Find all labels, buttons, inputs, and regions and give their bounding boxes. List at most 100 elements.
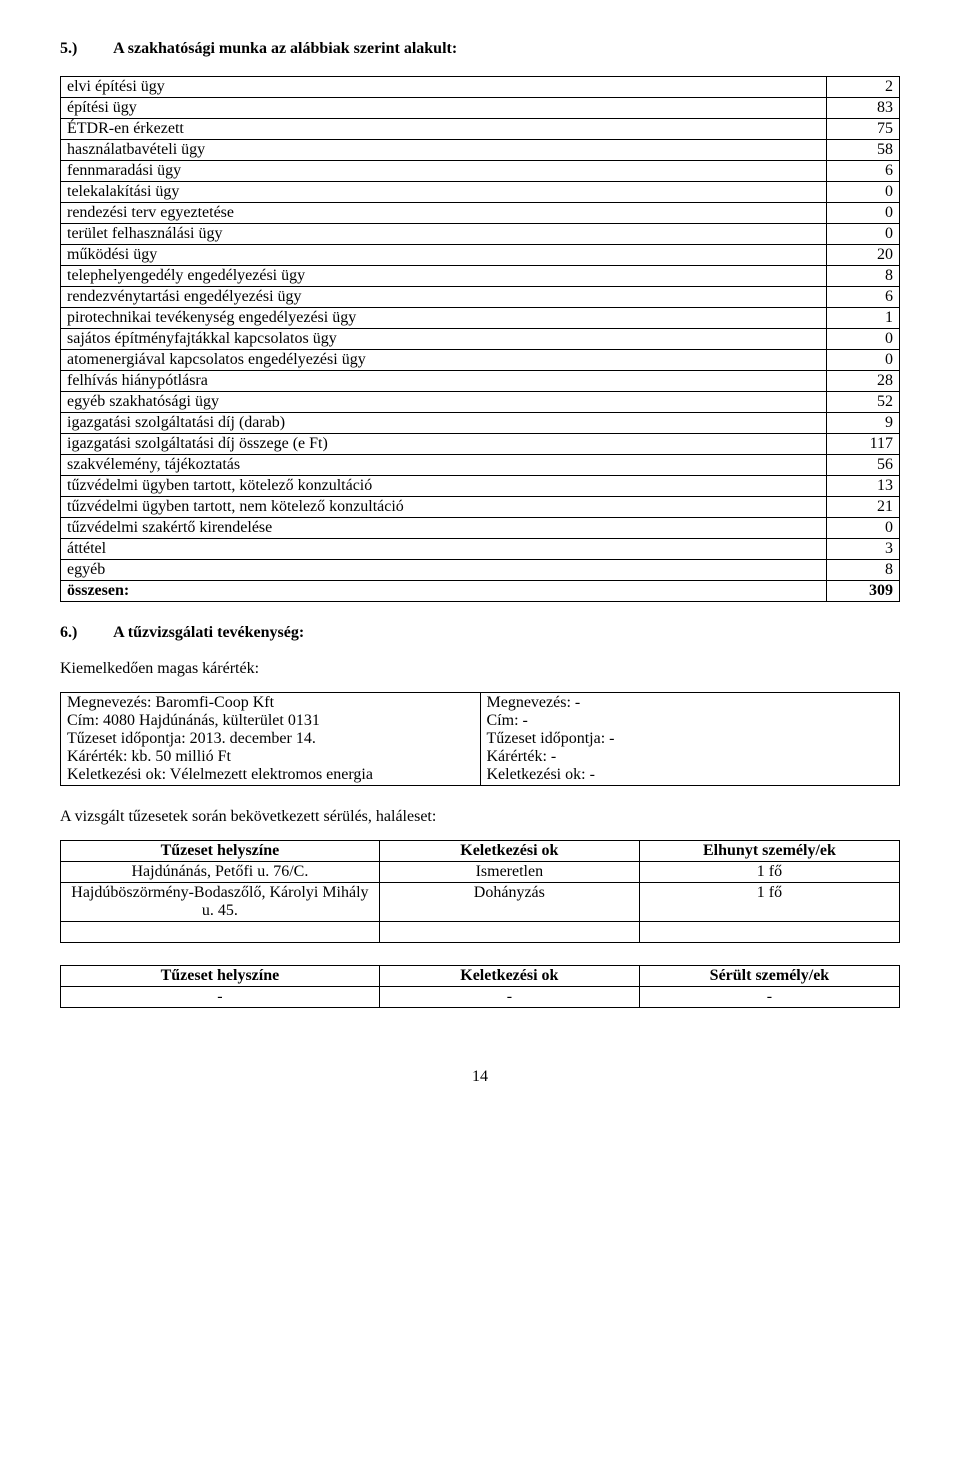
row-value: 8 — [827, 266, 900, 287]
table-header-row: Tűzeset helyszíneKeletkezési okElhunyt s… — [61, 841, 900, 862]
row-label: telephelyengedély engedélyezési ügy — [61, 266, 827, 287]
row-value: 52 — [827, 392, 900, 413]
section5-number: 5.) — [60, 40, 110, 58]
table-cell — [639, 922, 899, 943]
table-row: Hajdúnánás, Petőfi u. 76/C.Ismeretlen1 f… — [61, 862, 900, 883]
row-value: 28 — [827, 371, 900, 392]
row-label: igazgatási szolgáltatási díj (darab) — [61, 413, 827, 434]
row-value: 3 — [827, 539, 900, 560]
row-value: 6 — [827, 287, 900, 308]
table-cell: Hajdúnánás, Petőfi u. 76/C. — [61, 862, 380, 883]
column-header: Elhunyt személy/ek — [639, 841, 899, 862]
table-row: tűzvédelmi ügyben tartott, nem kötelező … — [61, 497, 900, 518]
row-label: pirotechnikai tevékenység engedélyezési … — [61, 308, 827, 329]
page-number: 14 — [60, 1068, 900, 1086]
section5-table: elvi építési ügy2építési ügy83ÉTDR-en ér… — [60, 76, 900, 602]
row-value: 56 — [827, 455, 900, 476]
row-label: használatbavételi ügy — [61, 140, 827, 161]
table-cell: Ismeretlen — [379, 862, 639, 883]
case-table: Megnevezés: Baromfi-Coop KftCím: 4080 Ha… — [60, 692, 900, 786]
table-cell: Hajdúböszörmény-Bodaszőlő, Károlyi Mihál… — [61, 883, 380, 922]
row-label: rendezési terv egyeztetése — [61, 203, 827, 224]
injury-heading: A vizsgált tűzesetek során bekövetkezett… — [60, 808, 900, 826]
table-cell: 1 fő — [639, 862, 899, 883]
row-value: 21 — [827, 497, 900, 518]
row-label: áttétel — [61, 539, 827, 560]
death-table: Tűzeset helyszíneKeletkezési okElhunyt s… — [60, 840, 900, 943]
table-row: igazgatási szolgáltatási díj összege (e … — [61, 434, 900, 455]
table-row: szakvélemény, tájékoztatás56 — [61, 455, 900, 476]
table-row: igazgatási szolgáltatási díj (darab)9 — [61, 413, 900, 434]
row-label: szakvélemény, tájékoztatás — [61, 455, 827, 476]
row-label: terület felhasználási ügy — [61, 224, 827, 245]
row-label: építési ügy — [61, 98, 827, 119]
table-cell — [379, 922, 639, 943]
table-row: --- — [61, 987, 900, 1008]
table-row: felhívás hiánypótlásra28 — [61, 371, 900, 392]
row-label: elvi építési ügy — [61, 77, 827, 98]
row-value: 83 — [827, 98, 900, 119]
row-value: 13 — [827, 476, 900, 497]
table-cell: - — [379, 987, 639, 1008]
row-label: atomenergiával kapcsolatos engedélyezési… — [61, 350, 827, 371]
column-header: Tűzeset helyszíne — [61, 966, 380, 987]
row-value: 8 — [827, 560, 900, 581]
column-header: Keletkezési ok — [379, 841, 639, 862]
row-label: rendezvénytartási engedélyezési ügy — [61, 287, 827, 308]
row-label: ÉTDR-en érkezett — [61, 119, 827, 140]
table-row: áttétel3 — [61, 539, 900, 560]
table-row: Hajdúböszörmény-Bodaszőlő, Károlyi Mihál… — [61, 883, 900, 922]
row-value: 9 — [827, 413, 900, 434]
case-left: Megnevezés: Baromfi-Coop KftCím: 4080 Ha… — [61, 693, 481, 786]
case-right: Megnevezés: -Cím: -Tűzeset időpontja: -K… — [480, 693, 900, 786]
table-row: ÉTDR-en érkezett75 — [61, 119, 900, 140]
table-row: működési ügy20 — [61, 245, 900, 266]
table-row-total: összesen:309 — [61, 581, 900, 602]
row-label: sajátos építményfajtákkal kapcsolatos üg… — [61, 329, 827, 350]
row-value: 0 — [827, 203, 900, 224]
section6-number: 6.) — [60, 624, 110, 642]
section5-heading: A szakhatósági munka az alábbiak szerint… — [113, 40, 457, 57]
row-label: igazgatási szolgáltatási díj összege (e … — [61, 434, 827, 455]
total-label: összesen: — [61, 581, 827, 602]
row-value: 75 — [827, 119, 900, 140]
section6-title: 6.) A tűzvizsgálati tevékenység: — [60, 624, 900, 642]
section6-subheading: Kiemelkedően magas kárérték: — [60, 660, 900, 678]
row-value: 6 — [827, 161, 900, 182]
table-row: rendezési terv egyeztetése0 — [61, 203, 900, 224]
row-label: telekalakítási ügy — [61, 182, 827, 203]
table-cell — [61, 922, 380, 943]
injury-table: Tűzeset helyszíneKeletkezési okSérült sz… — [60, 965, 900, 1008]
table-cell: - — [639, 987, 899, 1008]
row-label: tűzvédelmi ügyben tartott, kötelező konz… — [61, 476, 827, 497]
row-value: 20 — [827, 245, 900, 266]
row-label: tűzvédelmi ügyben tartott, nem kötelező … — [61, 497, 827, 518]
row-label: felhívás hiánypótlásra — [61, 371, 827, 392]
section5-title: 5.) A szakhatósági munka az alábbiak sze… — [60, 40, 900, 58]
table-row — [61, 922, 900, 943]
column-header: Tűzeset helyszíne — [61, 841, 380, 862]
row-label: egyéb — [61, 560, 827, 581]
row-label: működési ügy — [61, 245, 827, 266]
row-value: 0 — [827, 224, 900, 245]
table-row: pirotechnikai tevékenység engedélyezési … — [61, 308, 900, 329]
column-header: Sérült személy/ek — [639, 966, 899, 987]
table-cell: 1 fő — [639, 883, 899, 922]
table-row: sajátos építményfajtákkal kapcsolatos üg… — [61, 329, 900, 350]
table-row: telephelyengedély engedélyezési ügy8 — [61, 266, 900, 287]
row-label: tűzvédelmi szakértő kirendelése — [61, 518, 827, 539]
table-row: egyéb8 — [61, 560, 900, 581]
row-value: 58 — [827, 140, 900, 161]
table-row: fennmaradási ügy6 — [61, 161, 900, 182]
section6-heading: A tűzvizsgálati tevékenység: — [113, 624, 304, 641]
table-header-row: Tűzeset helyszíneKeletkezési okSérült sz… — [61, 966, 900, 987]
total-value: 309 — [827, 581, 900, 602]
table-row: elvi építési ügy2 — [61, 77, 900, 98]
table-row: atomenergiával kapcsolatos engedélyezési… — [61, 350, 900, 371]
table-row: építési ügy83 — [61, 98, 900, 119]
row-value: 2 — [827, 77, 900, 98]
row-value: 117 — [827, 434, 900, 455]
table-row: használatbavételi ügy58 — [61, 140, 900, 161]
column-header: Keletkezési ok — [379, 966, 639, 987]
row-value: 0 — [827, 182, 900, 203]
